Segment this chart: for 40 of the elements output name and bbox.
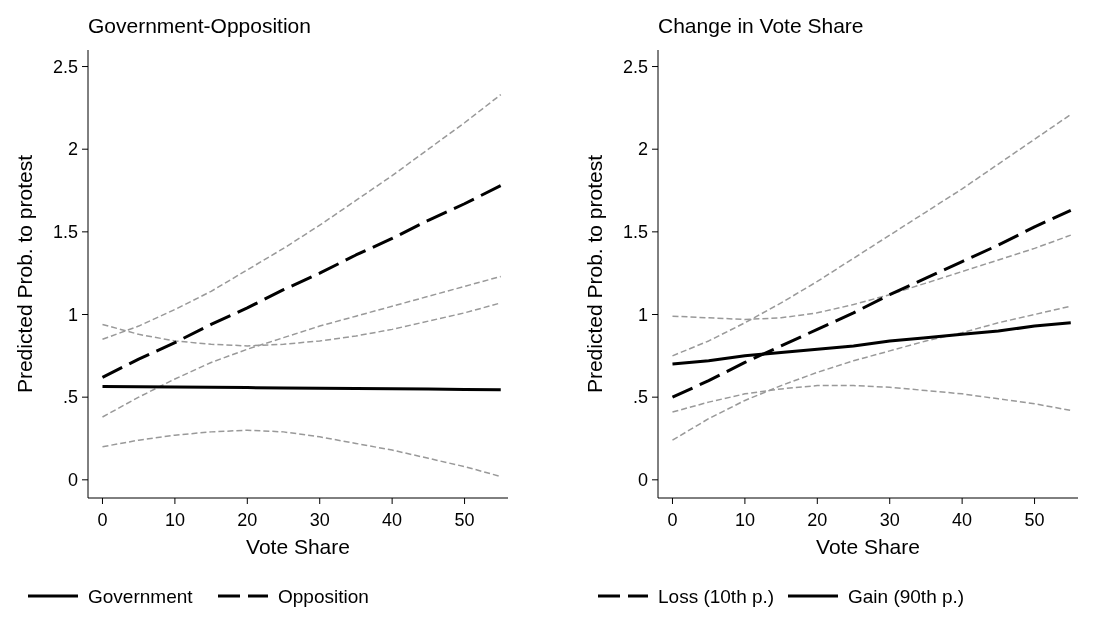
x-tick-label: 20 bbox=[807, 510, 828, 530]
x-tick-label: 10 bbox=[734, 510, 755, 530]
x-tick-label: 20 bbox=[237, 510, 258, 530]
x-tick-label: 10 bbox=[164, 510, 185, 530]
legend-label: Gain (90th p.) bbox=[848, 585, 965, 607]
y-tick-label: 0 bbox=[637, 470, 648, 491]
y-tick-label: 2.5 bbox=[622, 56, 648, 77]
line-series bbox=[101, 429, 502, 478]
y-axis-title: Predicted Prob. to protest bbox=[13, 154, 36, 394]
line-series bbox=[670, 208, 1073, 399]
y-tick-label: 0 bbox=[67, 470, 78, 491]
y-tick-label: 1.5 bbox=[52, 222, 78, 243]
legend-label: Government bbox=[88, 585, 194, 607]
chart-title: Change in Vote Share bbox=[658, 14, 864, 37]
chart-title: Government-Opposition bbox=[88, 14, 311, 37]
y-tick-label: .5 bbox=[62, 387, 78, 408]
y-axis-title: Predicted Prob. to protest bbox=[583, 154, 606, 394]
line-series bbox=[100, 184, 503, 379]
legend-label: Loss (10th p.) bbox=[658, 585, 775, 607]
x-tick-label: 40 bbox=[952, 510, 973, 530]
x-tick-label: 0 bbox=[667, 510, 678, 530]
y-tick-label: 2 bbox=[637, 139, 648, 160]
y-tick-label: 2 bbox=[67, 139, 78, 160]
line-series bbox=[671, 113, 1072, 357]
x-tick-label: 50 bbox=[454, 510, 475, 530]
line-series bbox=[101, 275, 502, 418]
y-tick-label: 1.5 bbox=[622, 222, 648, 243]
x-tick-label: 50 bbox=[1024, 510, 1045, 530]
x-tick-label: 30 bbox=[879, 510, 900, 530]
x-tick-label: 30 bbox=[309, 510, 330, 530]
y-tick-label: 1 bbox=[637, 304, 648, 325]
y-tick-label: 2.5 bbox=[52, 56, 78, 77]
y-tick-label: .5 bbox=[632, 387, 648, 408]
legend-label: Opposition bbox=[278, 585, 369, 607]
x-tick-label: 40 bbox=[382, 510, 403, 530]
y-tick-label: 1 bbox=[67, 304, 78, 325]
line-series bbox=[671, 305, 1072, 441]
x-tick-label: 0 bbox=[97, 510, 108, 530]
x-axis-title: Vote Share bbox=[816, 535, 920, 558]
x-axis-title: Vote Share bbox=[246, 535, 350, 558]
